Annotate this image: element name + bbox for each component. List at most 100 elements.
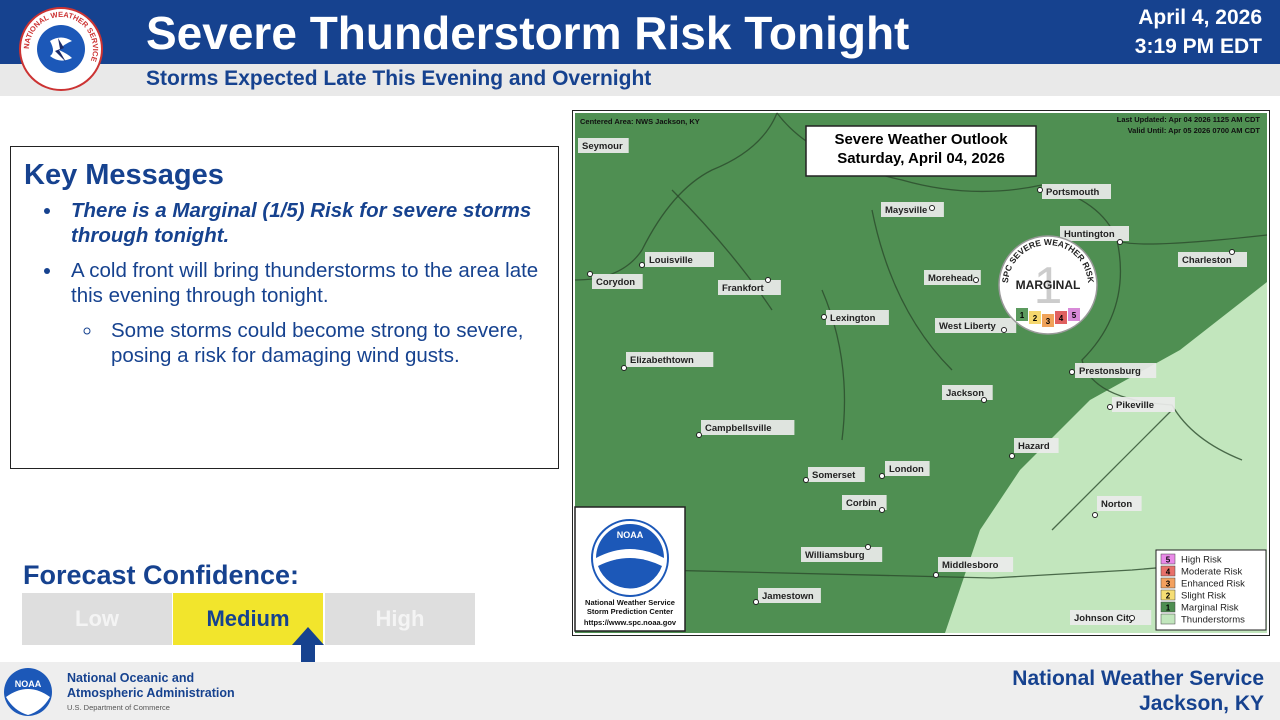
city-label-bg (938, 557, 1014, 572)
city-dot (696, 432, 702, 438)
confidence-level: Low (22, 593, 172, 645)
subtitle: Storms Expected Late This Evening and Ov… (146, 67, 652, 90)
noaa-logo-text: NOAA (15, 679, 42, 689)
org-line: National Oceanic and (67, 671, 195, 685)
city-label-bg (942, 385, 993, 400)
scale-swatch (1029, 311, 1041, 324)
city-label: Portsmouth (1046, 187, 1100, 198)
dept: U.S. Department of Commerce (67, 703, 170, 712)
noaa-emblem-fill (596, 524, 664, 558)
city-label: Corbin (846, 498, 877, 509)
bullet: A cold front will bring thunderstorms to… (63, 258, 558, 368)
city-label: Pikeville (1116, 400, 1154, 411)
noaa-logo: NOAA (4, 668, 52, 716)
office: National Weather Service (1012, 667, 1264, 690)
city-dot (639, 262, 645, 268)
city-label: Williamsburg (805, 550, 865, 561)
city-label: Middlesboro (942, 560, 999, 571)
confidence-level: High (325, 593, 475, 645)
date: April 4, 2026 (1138, 6, 1262, 29)
title: Severe Thunderstorm Risk Tonight (146, 7, 910, 59)
outlook-box (805, 125, 1037, 177)
legend-number: 1 (1166, 604, 1171, 613)
bullet-text: A cold front will bring thunderstorms to… (71, 259, 539, 307)
city-label-bg (1112, 397, 1175, 412)
city-label-bg (808, 467, 865, 482)
legend-label: Marginal Risk (1181, 603, 1239, 614)
header-bar (0, 0, 1280, 64)
legend-label: High Risk (1181, 555, 1222, 566)
city-dot (1117, 239, 1123, 245)
city-label-bg (801, 547, 883, 562)
last-updated: Last Updated: Apr 04 2026 1125 AM CDT (1117, 115, 1261, 124)
city-label-bg (1075, 363, 1157, 378)
city-label-bg (718, 280, 781, 295)
city-label: Prestonsburg (1079, 366, 1141, 377)
legend-swatch (1160, 565, 1176, 577)
city-label: West Liberty (939, 321, 997, 332)
legend-label: Slight Risk (1181, 591, 1226, 602)
city-dot (821, 314, 827, 320)
city-label: Lexington (830, 313, 876, 324)
city-label-bg (701, 420, 795, 435)
border-line (671, 189, 773, 311)
city-label: Frankfort (722, 283, 765, 294)
city-label-bg (1070, 610, 1152, 625)
confidence-title: Forecast Confidence: (23, 560, 300, 590)
city-dot (1009, 453, 1015, 459)
city-label-bg (1060, 226, 1129, 241)
scale-swatch (1055, 311, 1067, 324)
city-dot (879, 473, 885, 479)
city-label: London (889, 464, 924, 475)
city-label-bg (592, 274, 643, 289)
city-label: Somerset (812, 470, 856, 481)
city-dot (1129, 615, 1135, 621)
city-label-bg (881, 202, 944, 217)
city-label-bg (1178, 252, 1247, 267)
centered-area: Centered Area: NWS Jackson, KY (580, 117, 700, 126)
legend-swatch (1160, 577, 1176, 589)
scale-swatch (1042, 314, 1054, 327)
subtitle-bar (0, 64, 1280, 96)
valid-until: Valid Until: Apr 05 2026 0700 AM CDT (1128, 126, 1261, 135)
city-label-bg (758, 588, 821, 603)
scale-number: 2 (1033, 314, 1038, 323)
scale-number: 1 (1020, 311, 1025, 320)
noaa-emblem-text: NOAA (617, 530, 644, 540)
spc-line: National Weather Service (585, 598, 675, 607)
outlook-date: Saturday, April 04, 2026 (837, 150, 1005, 167)
city-dot (879, 507, 885, 513)
city-label-bg (935, 318, 1017, 333)
nws-logo: NATIONAL WEATHER SERVICE (19, 7, 103, 91)
legend-swatch (1160, 601, 1176, 613)
city-label-bg (626, 352, 714, 367)
bullet: There is a Marginal (1/5) Risk for sever… (63, 198, 558, 248)
sub-bullet-list: Some storms could become strong to sever… (71, 318, 558, 368)
legend-swatch (1160, 613, 1176, 625)
thunderstorm-area (945, 282, 1267, 633)
city-label: Campbellsville (705, 423, 772, 434)
spc-line: Storm Prediction Center (587, 607, 673, 616)
city-label: Charleston (1182, 255, 1232, 266)
legend-label: Enhanced Risk (1181, 579, 1245, 590)
outlook-map: Centered Area: NWS Jackson, KY Last Updat… (572, 110, 1270, 636)
scale-swatch (1016, 308, 1028, 321)
sub-bullet: Some storms could become strong to sever… (103, 318, 558, 368)
city-label: Jamestown (762, 591, 814, 602)
city-dot (981, 397, 987, 403)
spc-url: https://www.spc.noaa.gov (584, 618, 677, 627)
city-label-bg (645, 252, 714, 267)
time: 3:19 PM EDT (1134, 35, 1262, 58)
city-label: Norton (1101, 499, 1132, 510)
badge-label: MARGINAL (1016, 278, 1081, 292)
border-line (821, 289, 846, 441)
legend-swatch (1160, 589, 1176, 601)
city-label: Jackson (946, 388, 984, 399)
city-dot (933, 572, 939, 578)
city-dot (587, 271, 593, 277)
badge-level: 1 (1034, 257, 1063, 315)
city-label-bg (1042, 184, 1111, 199)
legend-label: Moderate Risk (1181, 567, 1242, 578)
org-line: Atmospheric Administration (67, 686, 235, 700)
